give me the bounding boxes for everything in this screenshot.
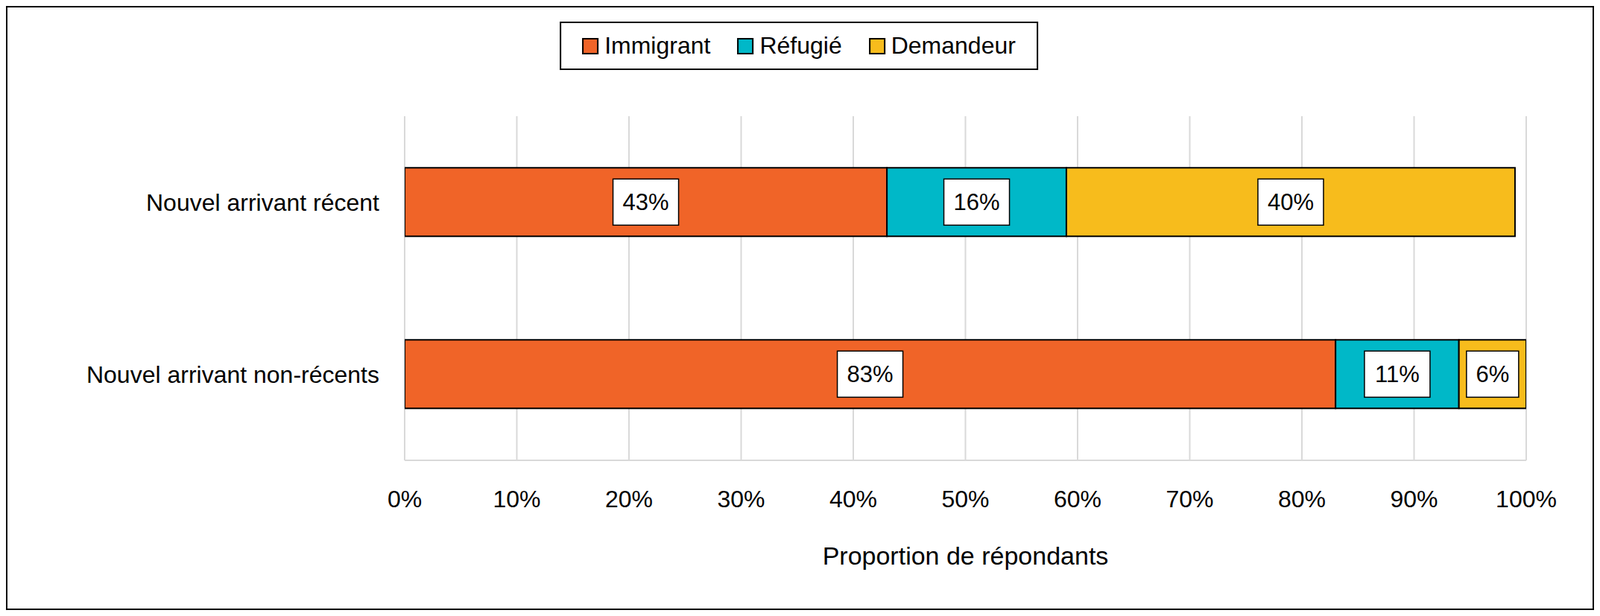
- svg-text:30%: 30%: [716, 485, 765, 513]
- svg-text:83%: 83%: [847, 361, 894, 388]
- svg-text:Nouvel arrivant récent: Nouvel arrivant récent: [146, 189, 380, 217]
- svg-text:20%: 20%: [605, 485, 653, 513]
- svg-text:10%: 10%: [492, 485, 541, 513]
- svg-text:40%: 40%: [829, 485, 878, 513]
- html-text:Immigrant: Immigrant: [604, 32, 711, 59]
- html-text:Demandeur: Demandeur: [891, 32, 1016, 59]
- svg-text:90%: 90%: [1389, 485, 1438, 513]
- svg-text:Proportion de répondants: Proportion de répondants: [822, 541, 1109, 571]
- svg-text:43%: 43%: [623, 189, 670, 216]
- svg-text:16%: 16%: [953, 189, 1001, 216]
- html-text:Réfugié: Réfugié: [759, 32, 842, 59]
- svg-text:0%: 0%: [387, 485, 422, 513]
- svg-text:100%: 100%: [1495, 485, 1557, 513]
- svg-text:80%: 80%: [1278, 485, 1326, 513]
- svg-text:60%: 60%: [1053, 485, 1102, 513]
- svg-text:50%: 50%: [941, 485, 989, 513]
- svg-text:6%: 6%: [1475, 361, 1510, 388]
- svg-text:11%: 11%: [1374, 361, 1420, 388]
- svg-text:40%: 40%: [1267, 189, 1314, 216]
- svg-text:Nouvel arrivant non-récents: Nouvel arrivant non-récents: [86, 361, 380, 389]
- svg-text:70%: 70%: [1165, 485, 1214, 513]
